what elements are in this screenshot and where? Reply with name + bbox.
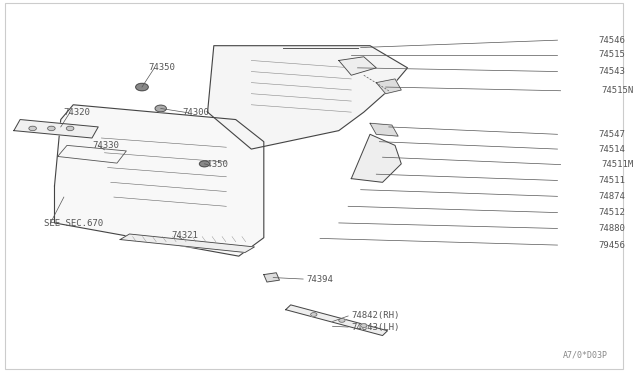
Text: 79456: 79456 [598,241,625,250]
Circle shape [361,324,367,327]
Text: SEE SEC.670: SEE SEC.670 [44,219,103,228]
Circle shape [29,126,36,131]
Text: 74543: 74543 [598,67,625,76]
Circle shape [136,83,148,91]
Text: 74330: 74330 [92,141,119,150]
Text: 74547: 74547 [598,130,625,139]
Text: 74515: 74515 [598,51,625,60]
Text: 74843(LH): 74843(LH) [351,323,399,331]
Text: 74546: 74546 [598,36,625,45]
Circle shape [200,161,209,167]
Circle shape [47,126,55,131]
Polygon shape [14,119,98,138]
Text: 74350: 74350 [202,160,228,169]
Text: A7/0*D03P: A7/0*D03P [563,350,607,359]
Polygon shape [370,123,398,136]
Polygon shape [376,79,401,94]
Text: 74880: 74880 [598,224,625,233]
Text: 74394: 74394 [307,275,333,283]
Circle shape [67,126,74,131]
Circle shape [310,312,317,316]
Text: 74320: 74320 [64,108,91,117]
Polygon shape [339,57,376,75]
Text: 74842(RH): 74842(RH) [351,311,399,320]
Text: 74321: 74321 [172,231,198,240]
Polygon shape [351,134,401,182]
Polygon shape [285,305,388,336]
Text: 74515N: 74515N [601,86,634,95]
Text: 74514: 74514 [598,145,625,154]
Text: 74511: 74511 [598,176,625,185]
Circle shape [155,105,166,112]
Text: 74874: 74874 [598,192,625,201]
Circle shape [339,318,345,322]
Text: 74511M: 74511M [601,160,634,169]
Text: 74350: 74350 [148,63,175,72]
Polygon shape [120,234,255,253]
Text: 74512: 74512 [598,208,625,217]
Polygon shape [264,273,280,282]
Text: 74300: 74300 [182,108,209,118]
Polygon shape [207,46,408,149]
Polygon shape [54,105,264,256]
